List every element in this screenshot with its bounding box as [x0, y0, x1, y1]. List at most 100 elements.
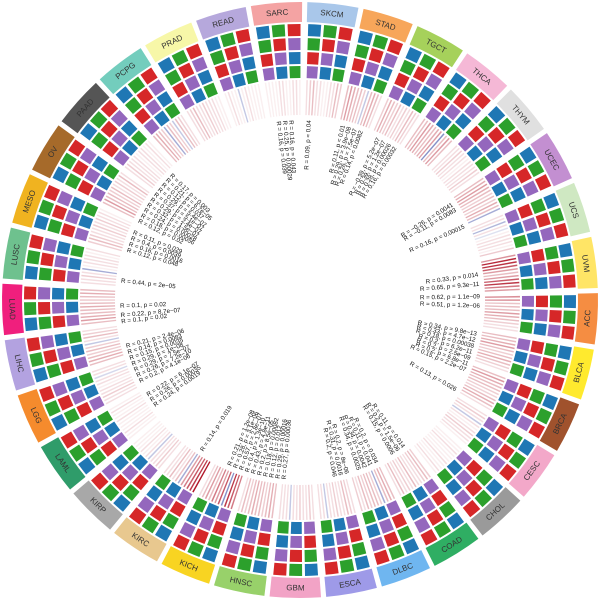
heat-cell-acc-5 [484, 311, 520, 315]
heat-cell-uvm-1 [481, 257, 517, 266]
heat-cell-kirc-10 [163, 445, 187, 474]
track-bar-lusc-3-2 [70, 244, 85, 258]
track-bar-ov-3-0 [90, 186, 106, 202]
heat-cell-skcm-8 [328, 82, 336, 118]
segment-tgct [409, 26, 463, 68]
track-bar-dlbc-3-0 [386, 500, 401, 516]
heat-cell-prad-4 [198, 104, 216, 136]
heat-cell-ov-1 [104, 198, 136, 216]
track-bar-uvm-0-2 [562, 274, 576, 288]
heat-cell-thym-4 [439, 155, 467, 180]
heat-cell-ov-9 [118, 174, 148, 196]
track-bar-lgg-0-1 [44, 400, 61, 417]
heat-cell-thca-9 [424, 137, 450, 165]
track-bar-luad-3-2 [66, 288, 79, 300]
track-bar-kirc-2-1 [157, 493, 174, 510]
track-bar-ucec-3-2 [497, 193, 514, 209]
segment-acc [574, 293, 598, 345]
heat-cell-hnsc-0 [271, 483, 278, 519]
track-bar-ov-0-1 [59, 152, 77, 170]
track-bar-prad-2-1 [184, 75, 201, 92]
track-bar-ucs-3-1 [509, 221, 524, 236]
track-bar-laml-3-2 [97, 410, 113, 427]
track-bar-coad-0-2 [420, 528, 438, 546]
heat-cell-tgct-4 [384, 104, 402, 136]
heat-cell-meso-9 [98, 211, 131, 227]
segment-label-acc: ACC [582, 309, 592, 327]
track-bar-read-2-0 [214, 63, 230, 79]
track-bar-esca-2-2 [321, 533, 335, 547]
heat-cell-lgg-1 [104, 384, 136, 402]
track-bar-tgct-0-2 [432, 61, 450, 79]
heat-cell-tgct-3 [381, 102, 399, 135]
heat-cell-brca-8 [462, 386, 495, 405]
heat-cell-dlbc-2 [373, 469, 389, 502]
heat-cell-skcm-6 [322, 81, 329, 117]
heat-cell-lgg-7 [95, 368, 129, 383]
track-bar-prad-3-2 [203, 82, 218, 98]
heat-cell-ucec-7 [464, 198, 496, 216]
track-bar-pcpg-2-1 [145, 99, 162, 116]
heat-cell-ucec-3 [458, 186, 490, 206]
track-bar-ucs-3-0 [504, 209, 520, 224]
track-bar-lgg-1-2 [52, 381, 68, 397]
track-bar-pcpg-1-2 [148, 79, 166, 97]
heat-cell-stad-6 [357, 90, 370, 125]
heat-cell-cesc-6 [446, 411, 476, 434]
heat-cell-acc-10 [483, 325, 518, 332]
track-bar-read-3-0 [219, 76, 234, 92]
track-bar-kirp-3-1 [131, 454, 149, 471]
track-bar-luad-3-1 [66, 301, 79, 313]
segment-ucs [555, 182, 591, 237]
track-bar-blca-3-0 [516, 338, 531, 352]
track-bar-kirp-0-2 [91, 472, 109, 490]
heat-cell-paad-4 [133, 155, 161, 180]
track-bar-coad-3-2 [401, 492, 417, 509]
heat-cell-uvm-6 [483, 274, 519, 281]
heat-cell-coad-0 [409, 448, 431, 478]
heat-cell-gbm-10 [278, 484, 284, 520]
track-bar-thym-3-0 [457, 135, 475, 152]
track-bar-hnsc-1-1 [240, 543, 255, 558]
heat-cell-skcm-4 [316, 80, 322, 116]
segment-chol [470, 487, 521, 536]
track-bar-ov-3-2 [103, 163, 120, 180]
track-bar-brca-2-1 [510, 396, 527, 412]
track-bar-gbm-3-2 [277, 520, 289, 534]
heat-cell-sarc-2 [271, 81, 278, 117]
segment-meso [12, 174, 48, 228]
track-bar-pcpg-1-1 [136, 87, 154, 105]
track-bar-thca-3-2 [445, 123, 462, 140]
track-bar-pcpg-2-2 [156, 91, 173, 108]
track-bar-laml-0-2 [60, 431, 78, 449]
heat-cell-chol-1 [433, 427, 460, 453]
heat-cell-paad-2 [128, 160, 157, 184]
track-bar-stad-2-0 [351, 57, 366, 73]
heat-cell-read-7 [247, 86, 257, 121]
track-bar-luad-2-1 [52, 301, 65, 314]
track-bar-ov-2-0 [77, 179, 94, 196]
heat-cell-skcm-1 [308, 80, 312, 116]
track-bar-ucec-2-2 [510, 186, 526, 203]
heat-cell-skcm-3 [314, 80, 319, 116]
segment-label-lihc: LIHC [13, 354, 26, 374]
heat-cell-brca-9 [461, 389, 493, 408]
heat-cell-cesc-9 [441, 418, 470, 442]
track-bar-cesc-0-0 [517, 438, 535, 456]
heat-cell-kirp-0 [157, 441, 182, 469]
heat-cell-acc-0 [484, 295, 520, 298]
heat-cell-hnsc-7 [247, 479, 258, 514]
heat-cell-prad-1 [189, 109, 209, 141]
heat-cell-hnsc-3 [260, 482, 269, 517]
heat-cell-esca-7 [325, 483, 333, 518]
track-bar-uvm-3-2 [521, 278, 534, 290]
heat-cell-sarc-10 [299, 79, 301, 115]
track-bar-esca-3-0 [345, 514, 360, 529]
segment-brca [539, 397, 580, 451]
track-bar-esca-0-2 [324, 561, 339, 575]
heat-cell-ov-6 [112, 183, 144, 204]
track-bar-uvm-3-0 [517, 251, 531, 265]
heat-cell-kich-9 [201, 465, 219, 498]
track-bar-meso-0-1 [38, 199, 55, 216]
